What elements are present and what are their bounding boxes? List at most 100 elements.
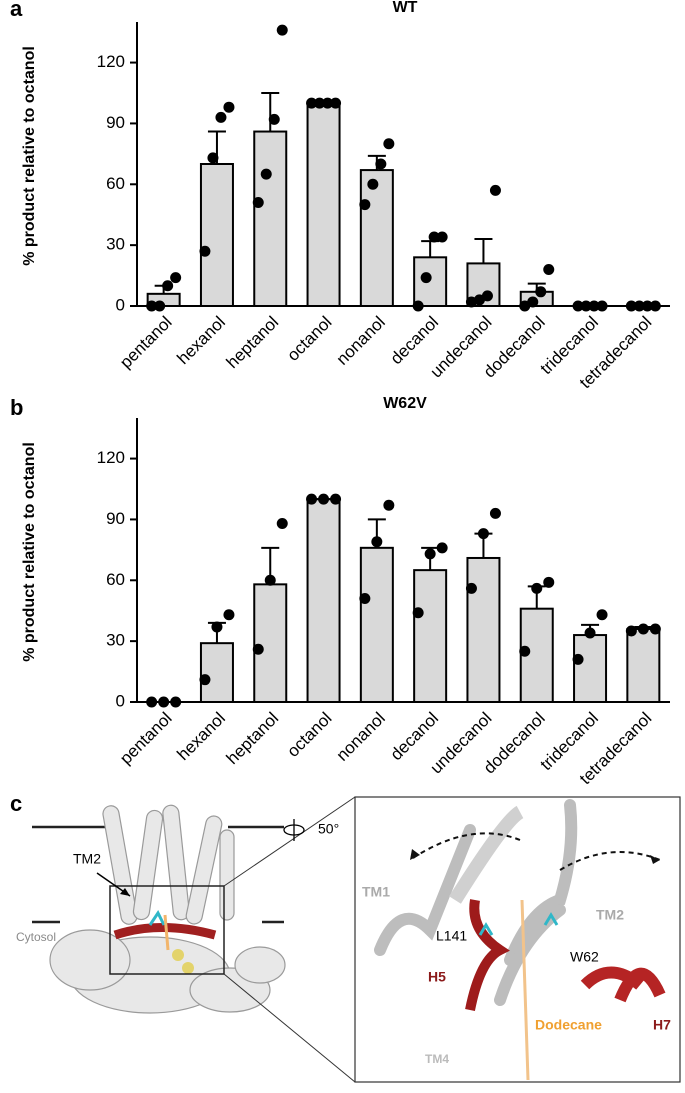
annotation: TM2 <box>596 907 624 923</box>
annotation: H7 <box>653 1017 671 1033</box>
y-tick-label: 30 <box>106 631 125 650</box>
data-point <box>154 300 166 312</box>
data-point <box>596 609 608 621</box>
data-point <box>158 696 170 708</box>
data-point <box>625 300 637 312</box>
data-point <box>375 158 387 170</box>
bar <box>466 556 501 703</box>
data-point <box>428 231 440 243</box>
annotation: H5 <box>428 969 446 985</box>
data-point <box>207 152 219 164</box>
bar <box>199 642 234 704</box>
data-point <box>170 272 182 284</box>
data-point <box>633 300 645 312</box>
y-tick-label: 0 <box>116 295 125 314</box>
annotation: Cytosol <box>16 930 56 944</box>
data-point <box>580 300 592 312</box>
data-point <box>412 300 424 312</box>
annotation: W62 <box>570 949 599 965</box>
data-point <box>211 621 223 633</box>
bar <box>626 627 661 704</box>
y-tick-label: 60 <box>106 570 125 589</box>
data-point <box>489 184 501 196</box>
data-point <box>637 623 649 635</box>
x-tick-label: heptanol <box>223 313 283 373</box>
data-point <box>359 199 371 211</box>
bar <box>413 256 448 308</box>
x-tick-label: pentanol <box>116 313 176 373</box>
structure-right <box>354 796 681 1083</box>
data-point <box>252 643 264 655</box>
data-point <box>199 245 211 257</box>
data-point <box>146 300 158 312</box>
x-tick-label: octanol <box>283 313 335 365</box>
data-point <box>276 517 288 529</box>
data-point <box>543 576 555 588</box>
data-point <box>252 197 264 209</box>
data-point <box>359 593 371 605</box>
x-tick-label: nonanol <box>333 313 389 369</box>
y-tick-label: 90 <box>106 113 125 132</box>
data-point <box>531 582 543 594</box>
structure-left <box>32 796 356 1083</box>
y-tick-label: 0 <box>116 691 125 710</box>
data-point <box>223 101 235 113</box>
bar <box>253 130 288 307</box>
data-point <box>223 609 235 621</box>
panel-label: a <box>10 0 23 21</box>
bar <box>359 546 394 703</box>
data-point <box>199 674 211 686</box>
data-point <box>383 499 395 511</box>
annotation: L141 <box>436 928 467 944</box>
data-point <box>649 300 661 312</box>
y-tick-label: 120 <box>97 448 125 467</box>
y-axis-label: % product relative to octanol <box>21 46 38 266</box>
data-point <box>527 296 539 308</box>
chart-title: WT <box>393 0 418 16</box>
data-point <box>481 290 493 302</box>
data-point <box>420 272 432 284</box>
data-point <box>424 548 436 560</box>
data-point <box>535 286 547 298</box>
bar <box>199 163 234 307</box>
data-point <box>383 138 395 150</box>
x-tick-label: pentanol <box>116 709 176 769</box>
y-axis-label: % product relative to octanol <box>21 442 38 662</box>
bar <box>573 634 608 703</box>
data-point <box>162 280 174 292</box>
data-point <box>572 300 584 312</box>
data-point <box>519 645 531 657</box>
panel-label: b <box>10 395 23 420</box>
bar <box>253 583 288 703</box>
data-point <box>306 97 318 109</box>
data-point <box>584 627 596 639</box>
data-point <box>371 536 383 548</box>
data-point <box>318 493 330 505</box>
error-bar <box>421 240 440 258</box>
data-point <box>649 623 661 635</box>
data-point <box>170 696 182 708</box>
y-tick-label: 120 <box>97 52 125 71</box>
data-point <box>489 507 501 519</box>
y-tick-label: 30 <box>106 235 125 254</box>
error-bar <box>261 92 280 132</box>
bar <box>359 169 394 307</box>
data-point <box>543 263 555 275</box>
y-tick-label: 60 <box>106 174 125 193</box>
data-point <box>588 300 600 312</box>
y-tick-label: 90 <box>106 509 125 528</box>
data-point <box>330 97 342 109</box>
annotation: TM2 <box>73 851 101 867</box>
data-point <box>330 493 342 505</box>
bar <box>306 498 341 703</box>
data-point <box>625 625 637 637</box>
data-point <box>215 111 227 123</box>
error-bar <box>474 238 493 264</box>
annotation: Dodecane <box>535 1017 602 1033</box>
data-point <box>477 528 489 540</box>
data-point <box>367 178 379 190</box>
data-point <box>306 493 318 505</box>
annotation: 50° <box>318 821 339 837</box>
x-tick-label: heptanol <box>223 709 283 769</box>
